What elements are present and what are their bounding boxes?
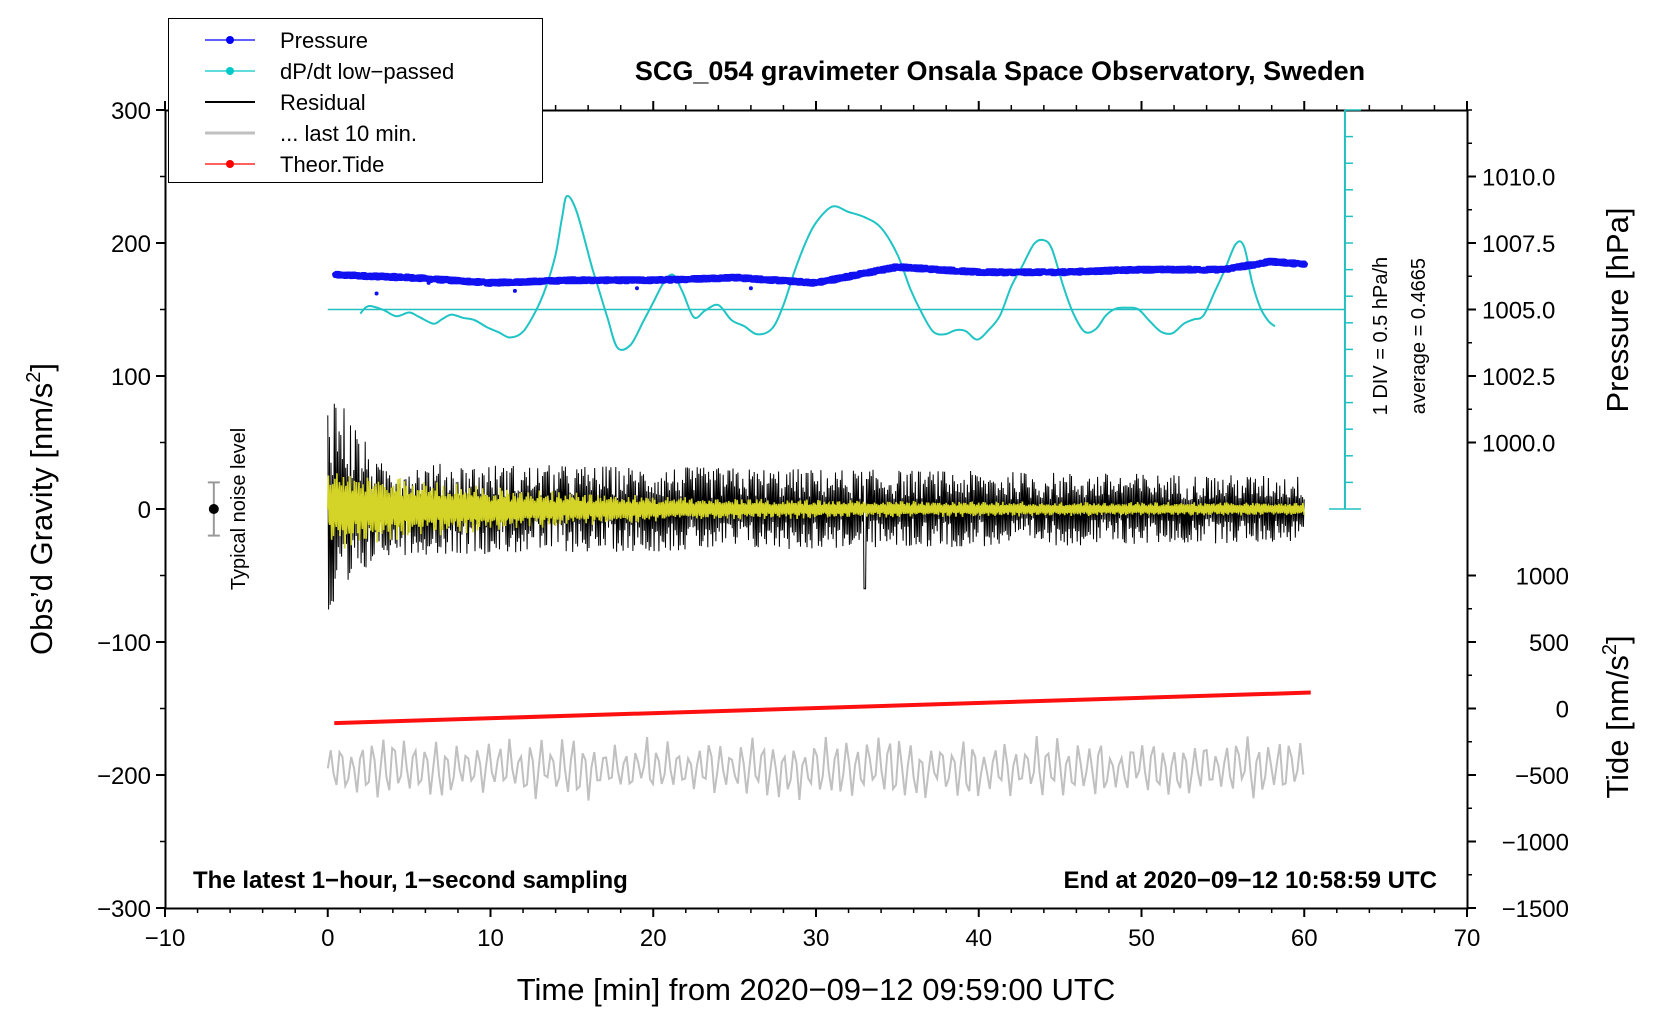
y-tick-label-left: 100 <box>111 364 151 391</box>
annotation-end-time: End at 2020−09−12 10:58:59 UTC <box>1063 867 1437 894</box>
legend-swatch-dot <box>226 36 234 44</box>
x-tick-label: 50 <box>1128 925 1155 952</box>
x-tick-label: 10 <box>477 925 504 952</box>
noise-label: Typical noise level <box>228 428 250 590</box>
scale-avg-label: average = 0.4665 <box>1408 258 1430 414</box>
legend-label: Residual <box>280 90 366 115</box>
tide-tick-label: 500 <box>1529 630 1569 657</box>
tide-tick-label: −1000 <box>1502 830 1569 857</box>
x-tick-label: 30 <box>803 925 830 952</box>
pressure-outlier <box>374 291 379 296</box>
tide-series-layer <box>334 690 1311 726</box>
y-axis-title-left-end: ] <box>24 363 59 372</box>
last10-series-layer <box>326 736 1305 801</box>
legend: Pressure dP/dt low−passed Residual ... last… <box>168 18 543 183</box>
axes-ticks: −10 0 10 20 30 40 50 60 703002001000−100−200−300… <box>97 98 1569 952</box>
annotation-sampling: The latest 1−hour, 1−second sampling <box>193 867 628 894</box>
y-axis-title-pressure: Pressure [hPa] <box>1600 207 1635 412</box>
y-axis-title-left-main: Obs’d Gravity [nm/s <box>24 383 59 655</box>
noise-level-marker: Typical noise level <box>207 428 250 590</box>
pressure-outlier <box>748 286 753 291</box>
tide-tick-label: 1000 <box>1516 564 1569 591</box>
pressure-tick-label: 1000.0 <box>1482 431 1555 458</box>
legend-label: Pressure <box>280 28 368 53</box>
last10-series <box>326 736 1305 801</box>
pressure-tick-label: 1002.5 <box>1482 364 1555 391</box>
y-tick-label-left: 200 <box>111 231 151 258</box>
y-tick-label-left: 0 <box>138 497 151 524</box>
pressure-outlier <box>512 288 517 293</box>
x-tick-label: 70 <box>1454 925 1481 952</box>
x-tick-label: 0 <box>321 925 334 952</box>
y-axis-title-tide-main: Tide [nm/s <box>1600 655 1635 799</box>
y-tick-label-left: 300 <box>111 98 151 125</box>
pressure-tick-label: 1005.0 <box>1482 298 1555 325</box>
dpdt-curve <box>359 194 1276 351</box>
x-tick-label: 60 <box>1291 925 1318 952</box>
tide-tick-label: −500 <box>1515 763 1569 790</box>
legend-label: dP/dt low−passed <box>280 59 454 84</box>
x-axis-title: Time [min] from 2020−09−12 09:59:00 UTC <box>517 972 1116 1007</box>
tide-tick-label: −1500 <box>1502 896 1569 923</box>
legend-label: ... last 10 min. <box>280 121 417 146</box>
pressure-outlier <box>426 280 431 285</box>
pressure-series <box>332 257 1308 287</box>
y-axis-title-tide: Tide [nm/s2] <box>1599 635 1635 798</box>
residual-smoothed-layer <box>327 473 1305 549</box>
residual-series-layer <box>327 403 1305 610</box>
dpdt-series-layer <box>359 194 1276 351</box>
x-tick-label: 40 <box>965 925 992 952</box>
tide-series <box>334 690 1311 726</box>
x-tick-label: −10 <box>145 925 186 952</box>
chart-title: SCG_054 gravimeter Onsala Space Observat… <box>635 56 1365 86</box>
pressure-rate-scale: 1 DIV = 0.5 hPa/h average = 0.4665 <box>1328 109 1430 510</box>
y-axis-title-tide-sup: 2 <box>1599 644 1621 655</box>
legend-swatch-dot <box>226 67 234 75</box>
y-tick-label-left: −300 <box>97 896 151 923</box>
tide-tick-label: 0 <box>1556 697 1569 724</box>
pressure-tick-label: 1007.5 <box>1482 231 1555 258</box>
pressure-outlier <box>634 286 639 291</box>
legend-label: Theor.Tide <box>280 152 384 177</box>
x-tick-label: 20 <box>640 925 667 952</box>
noise-point <box>208 504 219 514</box>
scale-div-label: 1 DIV = 0.5 hPa/h <box>1370 257 1392 415</box>
y-axis-title-tide-end: ] <box>1600 635 1635 644</box>
y-axis-title-left: Obs’d Gravity [nm/s2] <box>23 363 59 655</box>
y-tick-label-left: −200 <box>97 763 151 790</box>
y-axis-title-left-sup: 2 <box>23 372 45 383</box>
legend-swatch-dot <box>226 160 234 168</box>
pressure-tick-label: 1010.0 <box>1482 165 1555 192</box>
pressure-series-layer <box>332 257 1308 296</box>
legend-box <box>168 18 543 183</box>
residual-smoothed-series <box>327 473 1305 549</box>
residual-series <box>327 403 1305 610</box>
y-tick-label-left: −100 <box>97 630 151 657</box>
